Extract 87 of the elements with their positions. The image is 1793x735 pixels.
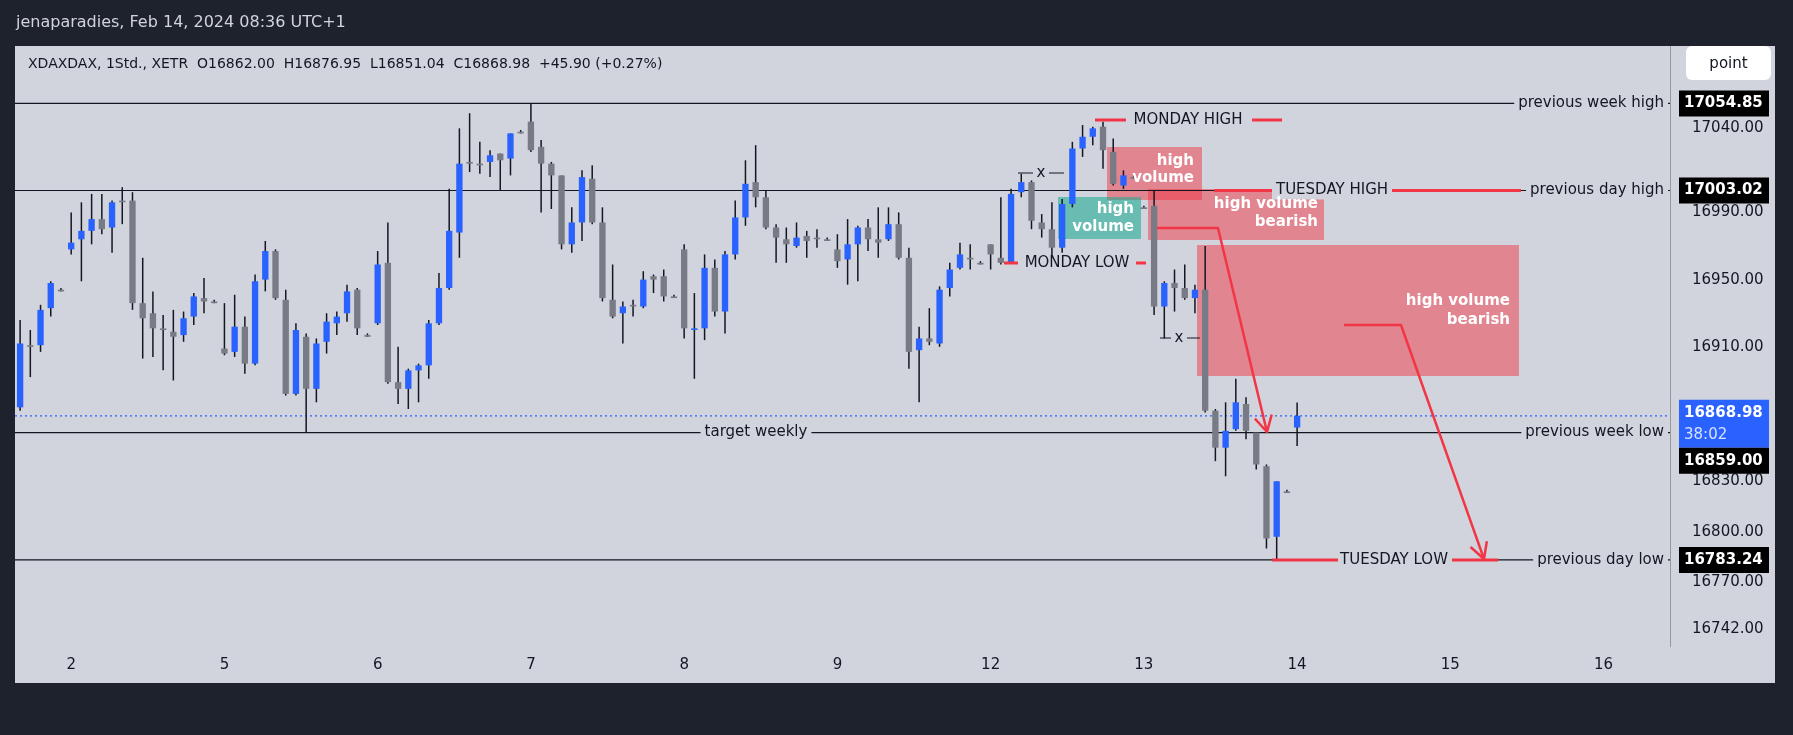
y-tick-label: 16990.00 [1692,202,1764,221]
text: 38:02 [1684,424,1728,443]
candlestick [834,233,841,269]
x-tick-label: 12 [981,654,1001,673]
candlestick [190,292,197,326]
y-tick-label: 17040.00 [1692,118,1764,137]
candlestick [466,112,473,173]
annotation: high volume [1132,150,1194,186]
y-tick-label: 16830.00 [1692,471,1764,490]
candlestick [170,309,177,382]
candlestick [27,329,34,378]
candlestick [139,257,146,360]
candlestick [1191,283,1199,314]
y-tick-label: 16800.00 [1692,521,1764,540]
candlestick [1181,263,1188,301]
x-tick-label: 16 [1594,654,1614,673]
x-tick-label: 9 [832,654,843,673]
y-tick-label: 17003.02 [1684,180,1763,199]
candlestick [78,201,85,283]
ref-line-label: previous week high [1518,93,1664,112]
candlestick [221,302,228,356]
candlestick [803,230,810,259]
candlestick [926,307,933,346]
x-tick-label: 15 [1440,654,1460,673]
annotation: high volume [1072,198,1134,235]
ref-line-label: previous day high [1530,180,1664,199]
annotation: MONDAY LOW [1024,252,1130,271]
candlestick [956,241,964,271]
annotation: x [1036,162,1046,181]
candlestick [885,206,892,242]
candlestick [915,325,923,404]
candlestick [946,262,953,298]
candlestick [180,310,187,343]
candlestick [486,149,494,178]
x-tick-label: 14 [1287,654,1307,673]
candlestick [854,225,861,283]
candlestick [660,268,667,303]
candlestick [629,299,637,318]
x-tick-label: 7 [526,654,536,673]
annotation: high volume bearish [1405,290,1510,328]
candlestick [323,312,330,355]
candlestick [650,273,657,294]
candlestick [783,226,790,264]
x-tick-label: 5 [219,654,230,673]
candlestick [997,196,1005,266]
text: XDAXDAX, 1Std., XETR O16862.00 H16876.95 L16851.04 C16868.98 +45.90 (+0.27%) [28,55,663,71]
text: point [1686,46,1771,80]
candlestick [987,243,994,271]
annotation: TUESDAY LOW [1339,549,1449,568]
x-tick-label: 2 [66,654,76,673]
candlestick [149,290,157,358]
candlestick [1038,213,1045,239]
annotation: target weekly [704,422,808,441]
ref-line-label: previous day low [1537,549,1664,568]
candlestick [875,206,882,259]
y-tick-label: 16950.00 [1692,269,1764,288]
candlestick [405,367,412,410]
candlestick [568,206,575,254]
x-tick-label: 13 [1134,654,1154,673]
chart-title: jenaparadies, Feb 14, 2024 08:36 UTC+1 [16,12,346,31]
candlestick [1171,268,1178,313]
candlestick [793,221,800,249]
candlestick [609,263,616,320]
y-tick-label: 16783.24 [1684,549,1763,568]
y-tick-label: 16770.00 [1692,572,1764,591]
x-tick-label: 6 [372,654,383,673]
candlestick [88,193,95,246]
candlestick [394,346,402,405]
annotation: x [1174,327,1184,346]
y-tick-label: 16868.98 [1684,402,1763,421]
candlestick [844,218,851,286]
candlestick [1089,125,1096,146]
y-tick-label: 16742.00 [1692,619,1764,638]
candlestick [1099,120,1107,170]
candlestick [415,362,422,404]
candlestick [1079,124,1086,158]
candlestick [772,223,780,264]
ref-line-label: previous week low [1525,422,1664,441]
candlestick [98,193,105,235]
y-tick-label: 17054.85 [1684,93,1763,112]
candlestick [691,292,698,380]
text: 16859.00 [1684,450,1763,469]
x-tick-label: 8 [679,654,689,673]
candlestick [343,283,351,323]
candlestick [159,314,167,372]
annotation: MONDAY HIGH [1133,109,1243,128]
y-tick-label: 16910.00 [1692,336,1764,355]
